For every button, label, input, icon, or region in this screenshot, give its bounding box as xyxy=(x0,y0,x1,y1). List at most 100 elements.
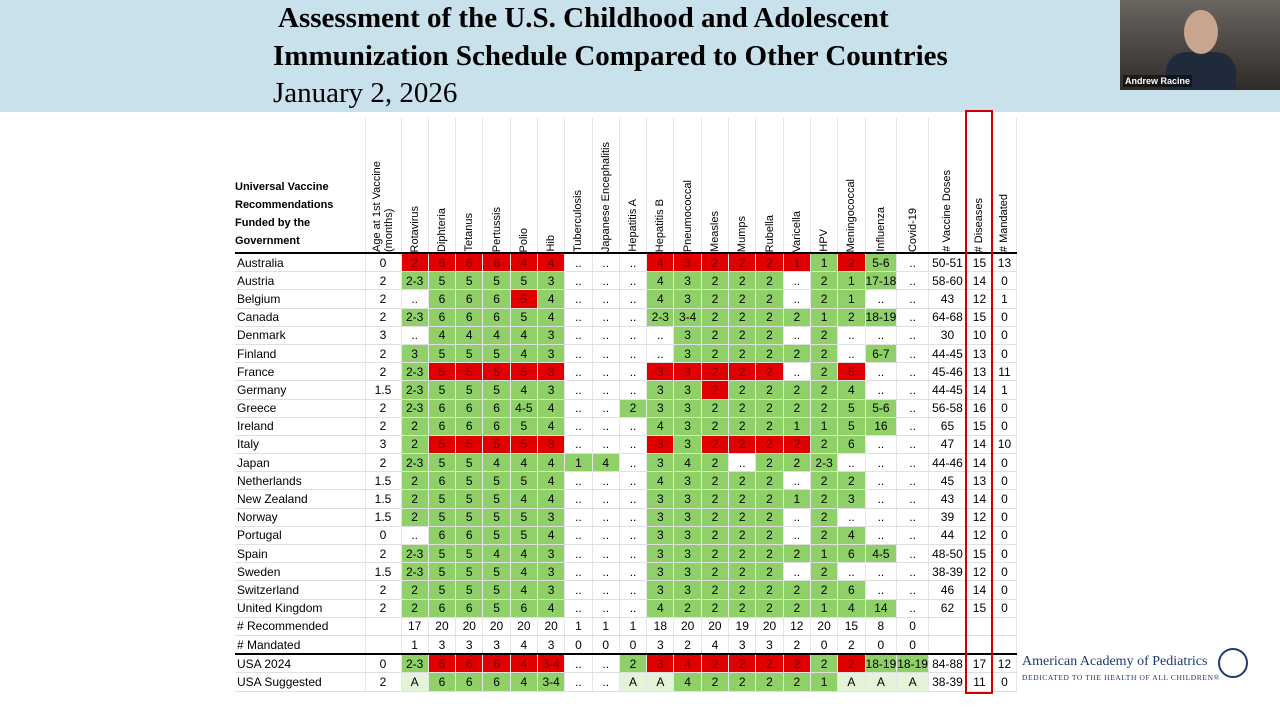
cell: 44-45 xyxy=(928,380,967,400)
cell: 38-39 xyxy=(928,672,967,692)
cell: 2 xyxy=(810,562,839,582)
org-name: American Academy of Pediatrics xyxy=(1022,654,1208,669)
cell: .. xyxy=(592,344,620,364)
country: Germany xyxy=(235,380,366,400)
cell: 1.5 xyxy=(365,380,402,400)
column-label: Age at 1st Vaccine (months) xyxy=(371,161,395,252)
cell: 2 xyxy=(755,471,784,491)
cell: 2 xyxy=(755,453,784,473)
cell: 2 xyxy=(365,580,402,600)
cell: 2 xyxy=(365,289,402,309)
cell: 2 xyxy=(783,672,811,692)
column-label: Polio xyxy=(517,227,530,252)
cell: 2 xyxy=(810,526,839,546)
column-label: Influenza xyxy=(874,207,887,252)
cell: 12 xyxy=(966,562,993,582)
cell: 3 xyxy=(646,653,675,674)
cell: 4 xyxy=(428,326,457,345)
column-label: Mumps xyxy=(736,215,749,252)
cell: .. xyxy=(896,580,929,600)
cell: 4 xyxy=(537,253,566,273)
cell: 0 xyxy=(992,399,1017,418)
cell xyxy=(928,635,967,655)
cell: 1 xyxy=(564,453,593,473)
cell: 1 xyxy=(810,417,839,436)
cell: .. xyxy=(592,380,620,400)
cell: 2 xyxy=(837,635,866,655)
video-tile: Andrew Racine xyxy=(1120,0,1280,90)
cell: 2 xyxy=(673,635,702,655)
cell: 4 xyxy=(510,544,538,564)
cell: 2 xyxy=(728,380,757,400)
cell: 4 xyxy=(537,399,566,418)
cell: 6 xyxy=(428,308,457,327)
cell: 2 xyxy=(365,362,402,382)
cell: .. xyxy=(896,417,929,436)
cell: 6 xyxy=(428,471,457,491)
cell: 4 xyxy=(646,471,675,491)
cell: 8 xyxy=(865,616,898,636)
cell: 2 xyxy=(701,253,730,273)
cell: .. xyxy=(619,326,648,345)
cell: 0 xyxy=(992,326,1017,345)
cell: 5 xyxy=(428,435,457,455)
cell: 2 xyxy=(783,544,811,564)
cell: 2 xyxy=(401,599,429,618)
cell: 1 xyxy=(837,271,866,291)
table-row: Italy 3 2 5 5 5 5 3...... 3 3 2 2 2 2 2 6.... 47 14 10 xyxy=(235,435,1017,455)
cell: 0 xyxy=(992,308,1017,327)
cell: 6 xyxy=(428,289,457,309)
cell: 2 xyxy=(810,489,839,509)
cell: .. xyxy=(896,562,929,582)
column-header: Pertussis xyxy=(482,118,511,254)
cell: 6 xyxy=(482,399,511,418)
cell: 3 xyxy=(673,526,702,546)
cell: 44-45 xyxy=(928,344,967,364)
cell: 5 xyxy=(455,562,484,582)
cell: 2 xyxy=(783,344,811,364)
cell: 14 xyxy=(966,380,993,400)
cell: 2 xyxy=(755,271,784,291)
cell: 2 xyxy=(701,580,730,600)
cell: 2 xyxy=(728,672,757,692)
cell: 2 xyxy=(755,508,784,527)
country: Denmark xyxy=(235,326,366,345)
cell: 2 xyxy=(755,417,784,436)
cell: A xyxy=(865,672,898,692)
cell: 6 xyxy=(837,435,866,455)
cell: .. xyxy=(592,362,620,382)
cell: .. xyxy=(896,344,929,364)
cell: 3 xyxy=(646,435,675,455)
column-header: Tetanus xyxy=(455,118,484,254)
cell: .. xyxy=(865,471,898,491)
cell: 3 xyxy=(755,635,784,655)
cell: 2 xyxy=(701,399,730,418)
cell: 38-39 xyxy=(928,562,967,582)
cell: 5 xyxy=(428,562,457,582)
column-label: Covid-19 xyxy=(906,207,919,252)
cell: .. xyxy=(619,526,648,546)
cell xyxy=(928,616,967,636)
cell: 3 xyxy=(537,271,566,291)
cell: 2 xyxy=(728,526,757,546)
cell: 4 xyxy=(837,380,866,400)
table-row: USA 2024 0 2-3 6 6 6 4 3-4.... 2 3 4 2 2 2 2 2 2 18-19 18-… xyxy=(235,653,1017,674)
cell: 2 xyxy=(755,326,784,345)
cell: .. xyxy=(783,508,811,527)
cell: 3 xyxy=(673,580,702,600)
cell: 2 xyxy=(728,253,757,273)
cell: 3 xyxy=(537,435,566,455)
cell: 15 xyxy=(966,417,993,436)
cell: .. xyxy=(564,672,593,692)
cell: 0 xyxy=(992,599,1017,618)
cell: 5 xyxy=(428,508,457,527)
cell: .. xyxy=(564,508,593,527)
cell: 47 xyxy=(928,435,967,455)
cell: 2-3 xyxy=(646,308,675,327)
cell: 2 xyxy=(810,362,839,382)
cell: 18-19 xyxy=(896,653,929,674)
cell: 3 xyxy=(537,562,566,582)
cell: 5 xyxy=(428,362,457,382)
cell: 4 xyxy=(510,453,538,473)
